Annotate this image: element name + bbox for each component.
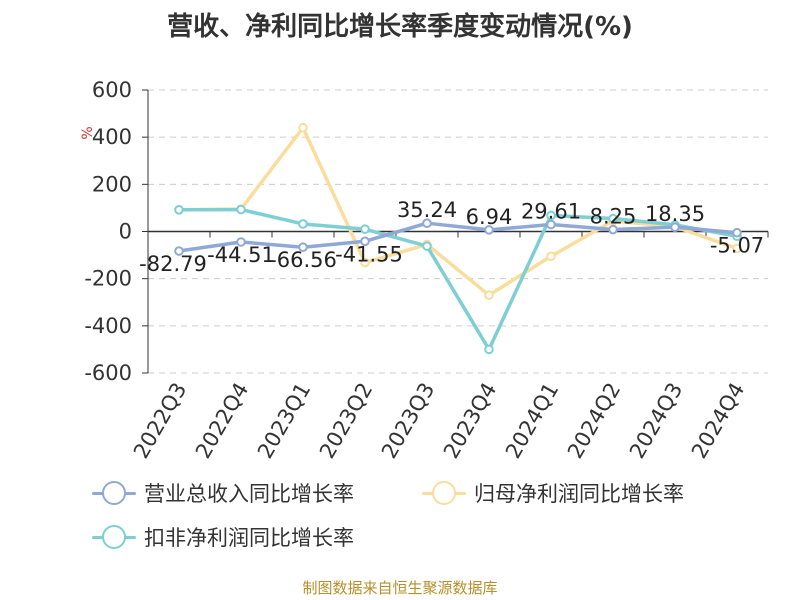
data-point: [174, 246, 184, 256]
legend-label: 扣非净利润同比增长率: [144, 526, 354, 550]
y-tick-label: 200: [92, 172, 132, 196]
data-point: [484, 344, 494, 355]
data-label: -82.79: [139, 252, 207, 276]
data-label: 29.61: [521, 200, 581, 224]
data-point: [484, 225, 494, 235]
data-point: [608, 213, 618, 224]
data-point: [360, 257, 370, 268]
data-point: [236, 237, 246, 247]
legend-swatch: [92, 520, 136, 554]
chart-title: 营收、净利同比增长率季度变动情况(%): [167, 12, 633, 42]
source-note: 制图数据来自恒生聚源数据库: [302, 579, 498, 597]
y-tick-label: 0: [119, 220, 132, 244]
y-tick-label: -200: [84, 267, 132, 291]
y-tick-label: 600: [92, 78, 132, 102]
x-tick-label: 2023Q2: [315, 379, 377, 463]
x-tick-label: 2023Q4: [439, 379, 501, 463]
x-tick-label: 2024Q4: [687, 379, 749, 463]
data-point: [732, 227, 742, 238]
legend-swatch: [422, 476, 466, 510]
data-label: -5.07: [710, 234, 764, 258]
data-point: [360, 224, 370, 234]
data-point: [608, 224, 618, 235]
x-tick-label: 2024Q1: [501, 379, 563, 463]
data-label: -66.56: [269, 248, 337, 272]
data-point: [670, 222, 680, 232]
data-label: -44.51: [207, 243, 275, 267]
legend-label: 营业总收入同比增长率: [144, 482, 354, 506]
data-label: -41.55: [335, 242, 403, 266]
data-point: [298, 242, 308, 252]
data-point: [546, 251, 556, 262]
x-tick-label: 2024Q2: [563, 379, 625, 463]
data-point: [422, 218, 432, 228]
data-point: [298, 122, 308, 133]
data-point: [236, 204, 246, 215]
data-point: [484, 290, 494, 300]
data-point: [732, 243, 742, 254]
data-point: [422, 241, 432, 251]
x-tick-label: 2023Q3: [377, 379, 439, 463]
y-tick-label: 400: [92, 125, 132, 149]
series-lines: [174, 122, 742, 355]
series-line: [177, 221, 739, 253]
x-tick-label: 2022Q3: [129, 379, 191, 463]
data-label: 8.25: [590, 205, 637, 229]
data-point: [546, 210, 556, 221]
series-line: [177, 207, 739, 352]
data-point: [360, 236, 370, 247]
data-point: [174, 205, 184, 215]
axes: [142, 89, 769, 374]
data-label: 35.24: [397, 198, 457, 222]
data-point: [546, 219, 556, 230]
data-labels: -82.79 -44.51-66.56-41.55 35.24 6.94 29.61 8.…: [139, 198, 764, 276]
data-label: 6.94: [466, 205, 513, 229]
gridlines: [148, 89, 768, 374]
legend-item-net-profit[interactable]: 归母净利润同比增长率: [422, 476, 684, 510]
x-tick-label: 2024Q3: [625, 379, 687, 463]
legend-swatch: [92, 476, 136, 510]
legend-item-deducted-net-profit[interactable]: 扣非净利润同比增长率: [92, 520, 354, 554]
y-axis-unit-label: %: [80, 126, 96, 139]
x-tick-label: 2022Q4: [191, 379, 253, 463]
x-tick-label: 2023Q1: [253, 379, 315, 463]
data-label: 18.35: [645, 202, 705, 226]
legend-item-revenue[interactable]: 营业总收入同比增长率: [92, 476, 354, 510]
legend-label: 归母净利润同比增长率: [474, 482, 684, 506]
y-tick-label: -400: [84, 314, 132, 338]
data-point: [298, 219, 308, 229]
series-line: [177, 125, 739, 297]
y-tick-label: -600: [84, 361, 132, 385]
